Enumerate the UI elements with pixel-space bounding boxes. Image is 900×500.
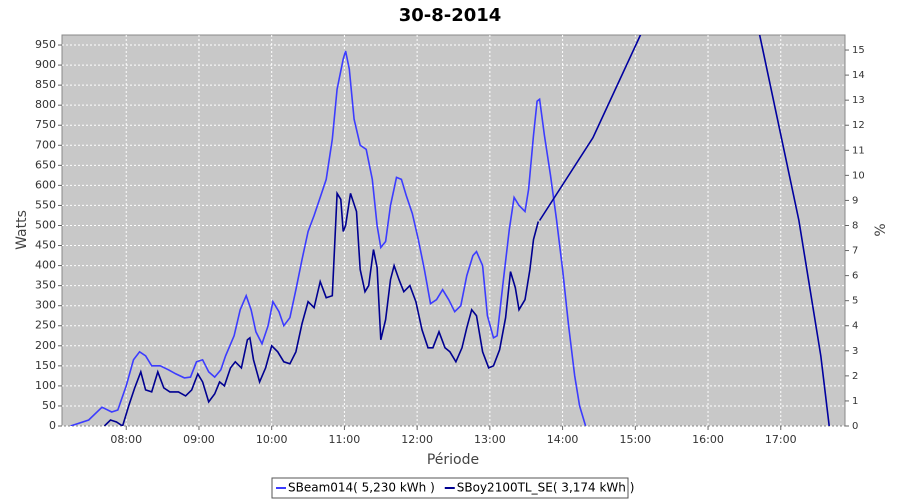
legend-label: SBeam014( 5,230 kWh ): [288, 481, 435, 495]
y2-tick-label: 8: [852, 220, 858, 231]
y2-tick-label: 4: [852, 321, 858, 332]
y-tick-label: 300: [35, 299, 56, 312]
y2-tick-label: 6: [852, 271, 858, 282]
y-tick-label: 350: [35, 279, 56, 292]
chart-title: 30-8-2014: [399, 5, 502, 26]
y-tick-label: 700: [35, 138, 56, 151]
x-tick-label: 10:00: [256, 433, 288, 446]
y-tick-label: 450: [35, 239, 56, 252]
x-tick-label: 14:00: [547, 433, 579, 446]
y2-tick-label: 10: [852, 170, 865, 181]
y-tick-label: 900: [35, 58, 56, 71]
x-tick-label: 08:00: [110, 433, 142, 446]
x-axis-label: Période: [427, 452, 479, 468]
y2-tick-label: 2: [852, 371, 858, 382]
y-tick-label: 600: [35, 178, 56, 191]
y-tick-label: 850: [35, 78, 56, 91]
y2-tick-label: 3: [852, 346, 858, 357]
y-tick-label: 50: [42, 399, 56, 412]
y-tick-label: 650: [35, 158, 56, 171]
x-tick-label: 09:00: [183, 433, 215, 446]
y2-tick-label: 7: [852, 246, 858, 257]
y-tick-label: 750: [35, 118, 56, 131]
y-tick-label: 250: [35, 319, 56, 332]
y2-tick-label: 9: [852, 195, 858, 206]
y-tick-label: 400: [35, 259, 56, 272]
y-tick-label: 0: [49, 419, 56, 432]
y2-tick-label: 0: [852, 421, 858, 432]
y-tick-label: 150: [35, 359, 56, 372]
y-axis-label: Watts: [14, 210, 30, 250]
y-tick-label: 500: [35, 218, 56, 231]
x-tick-label: 13:00: [474, 433, 506, 446]
y2-tick-label: 1: [852, 396, 858, 407]
y-tick-label: 100: [35, 379, 56, 392]
y-tick-label: 950: [35, 38, 56, 51]
y2-tick-label: 14: [852, 70, 865, 81]
series-line: [103, 190, 540, 426]
y2-axis-label: %: [873, 223, 889, 236]
x-tick-label: 15:00: [619, 433, 651, 446]
y2-tick-label: 15: [852, 45, 865, 56]
x-tick-label: 11:00: [329, 433, 361, 446]
x-tick-label: 17:00: [765, 433, 797, 446]
legend-label: SBoy2100TL_SE( 3,174 kWh ): [457, 481, 635, 495]
series-line: [70, 50, 587, 426]
y-tick-label: 200: [35, 339, 56, 352]
y-tick-label: 800: [35, 98, 56, 111]
y2-tick-label: 13: [852, 95, 865, 106]
x-tick-label: 16:00: [692, 433, 724, 446]
plot-area: [61, 34, 846, 427]
x-tick-label: 12:00: [401, 433, 433, 446]
y2-tick-label: 11: [852, 145, 865, 156]
y2-tick-label: 5: [852, 296, 858, 307]
y2-tick-label: 12: [852, 120, 865, 131]
series-line: [538, 35, 830, 426]
y-tick-label: 550: [35, 198, 56, 211]
